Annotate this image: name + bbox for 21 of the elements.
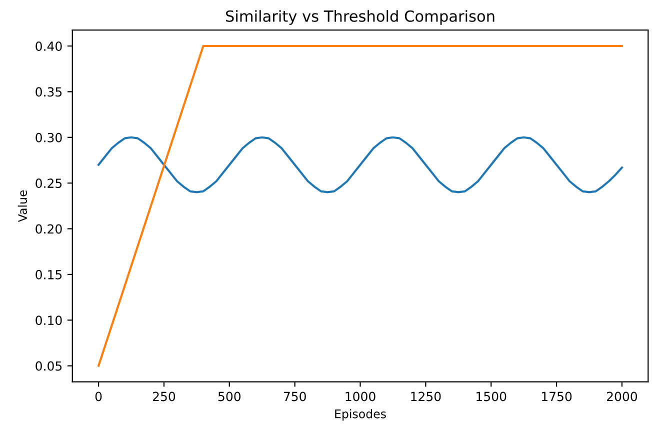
y-tick-label: 0.10 (36, 316, 62, 326)
x-axis-title: Episodes (335, 409, 386, 421)
y-tick-label: 0.05 (36, 361, 62, 371)
x-tick-label: 1250 (411, 392, 441, 402)
x-tick-label: 750 (284, 392, 306, 402)
y-tick-label: 0.20 (36, 224, 62, 234)
x-tick-label: 250 (152, 392, 176, 402)
x-tick-label: 1750 (542, 392, 572, 402)
y-tick-label: 0.15 (36, 270, 62, 280)
chart-title: Similarity vs Threshold Comparison (226, 10, 494, 25)
line-series (98, 136, 624, 194)
x-tick-label: 1000 (346, 392, 376, 402)
y-tick-label: 0.40 (36, 41, 62, 51)
x-tick-label: 1500 (476, 392, 506, 402)
y-tick-label: 0.30 (36, 132, 62, 142)
x-tick-label: 0 (95, 392, 102, 402)
x-tick-label: 2000 (606, 392, 638, 402)
y-axis-title: Value (18, 190, 27, 222)
y-tick-label: 0.25 (36, 178, 62, 188)
x-tick-label: 500 (218, 392, 240, 402)
y-tick-label: 0.35 (36, 87, 62, 97)
